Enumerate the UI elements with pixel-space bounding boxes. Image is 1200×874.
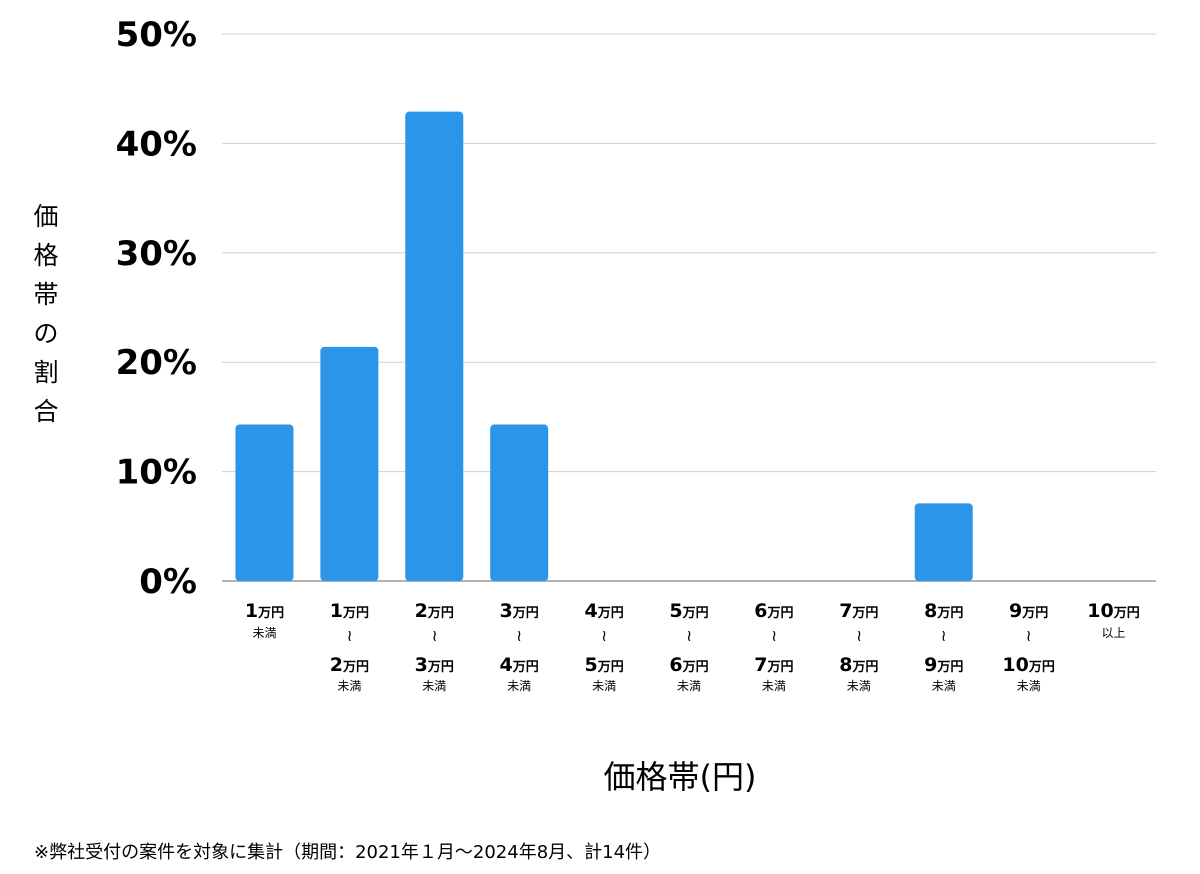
svg-text:未満: 未満 <box>592 679 616 693</box>
svg-text:4万円: 4万円 <box>584 600 623 622</box>
bar <box>320 346 379 581</box>
svg-text:3万円: 3万円 <box>500 600 539 622</box>
svg-text:7万円: 7万円 <box>754 654 793 676</box>
svg-text:未満: 未満 <box>422 679 446 693</box>
y-axis-tick-labels: 0% 10% 20% 30% 40% 50% <box>116 15 197 602</box>
svg-text:2万円: 2万円 <box>330 654 369 676</box>
bar <box>914 503 973 581</box>
svg-text:6万円: 6万円 <box>669 654 708 676</box>
svg-text:未満: 未満 <box>762 679 786 693</box>
svg-text:未満: 未満 <box>507 679 531 693</box>
svg-text:9万円: 9万円 <box>1009 600 1048 622</box>
svg-text:~: ~ <box>595 629 614 642</box>
svg-text:7万円: 7万円 <box>839 600 878 622</box>
y-tick-label: 30% <box>116 234 197 274</box>
svg-text:~: ~ <box>935 629 954 642</box>
svg-text:1万円: 1万円 <box>245 600 284 622</box>
bar <box>235 424 294 581</box>
svg-text:8万円: 8万円 <box>839 654 878 676</box>
svg-text:10万円: 10万円 <box>1087 600 1139 622</box>
bar <box>405 111 464 581</box>
bar <box>490 424 549 581</box>
y-tick-label: 40% <box>116 124 197 164</box>
y-axis-label-char: の <box>33 319 59 348</box>
svg-text:1万円: 1万円 <box>330 600 369 622</box>
svg-text:6万円: 6万円 <box>754 600 793 622</box>
y-axis-label-char: 帯 <box>33 280 59 309</box>
svg-text:以上: 以上 <box>1102 626 1126 640</box>
y-tick-label: 0% <box>139 562 197 602</box>
y-tick-label: 20% <box>116 343 197 383</box>
svg-text:3万円: 3万円 <box>415 654 454 676</box>
svg-text:10万円: 10万円 <box>1002 654 1054 676</box>
svg-text:未満: 未満 <box>932 679 956 693</box>
svg-text:未満: 未満 <box>252 626 276 640</box>
svg-text:未満: 未満 <box>677 679 701 693</box>
svg-text:~: ~ <box>510 629 529 642</box>
y-axis-label-char: 合 <box>33 397 59 426</box>
svg-text:4万円: 4万円 <box>500 654 539 676</box>
svg-text:~: ~ <box>425 629 444 642</box>
svg-text:~: ~ <box>680 629 699 642</box>
footnote: ※弊社受付の案件を対象に集計（期間：2021年１月〜2024年8月、計14件） <box>34 842 662 863</box>
y-tick-label: 10% <box>116 453 197 493</box>
y-axis-label-char: 格 <box>33 241 59 270</box>
bars <box>235 111 973 581</box>
svg-text:未満: 未満 <box>337 679 361 693</box>
svg-text:8万円: 8万円 <box>924 600 963 622</box>
svg-text:5万円: 5万円 <box>584 654 623 676</box>
x-axis-category-labels: 1万円未満1万円~2万円未満2万円~3万円未満3万円~4万円未満4万円~5万円未… <box>245 600 1140 693</box>
svg-text:未満: 未満 <box>1017 679 1041 693</box>
svg-text:~: ~ <box>765 629 784 642</box>
y-axis-label-char: 割 <box>33 358 59 387</box>
y-tick-label: 50% <box>116 15 197 55</box>
y-axis-label-char: 価 <box>33 202 59 231</box>
svg-text:2万円: 2万円 <box>415 600 454 622</box>
svg-text:~: ~ <box>340 629 359 642</box>
svg-text:~: ~ <box>1020 629 1039 642</box>
svg-text:~: ~ <box>850 629 869 642</box>
svg-text:5万円: 5万円 <box>669 600 708 622</box>
x-axis-label: 価格帯(円) <box>603 758 757 796</box>
svg-text:未満: 未満 <box>847 679 871 693</box>
svg-text:9万円: 9万円 <box>924 654 963 676</box>
